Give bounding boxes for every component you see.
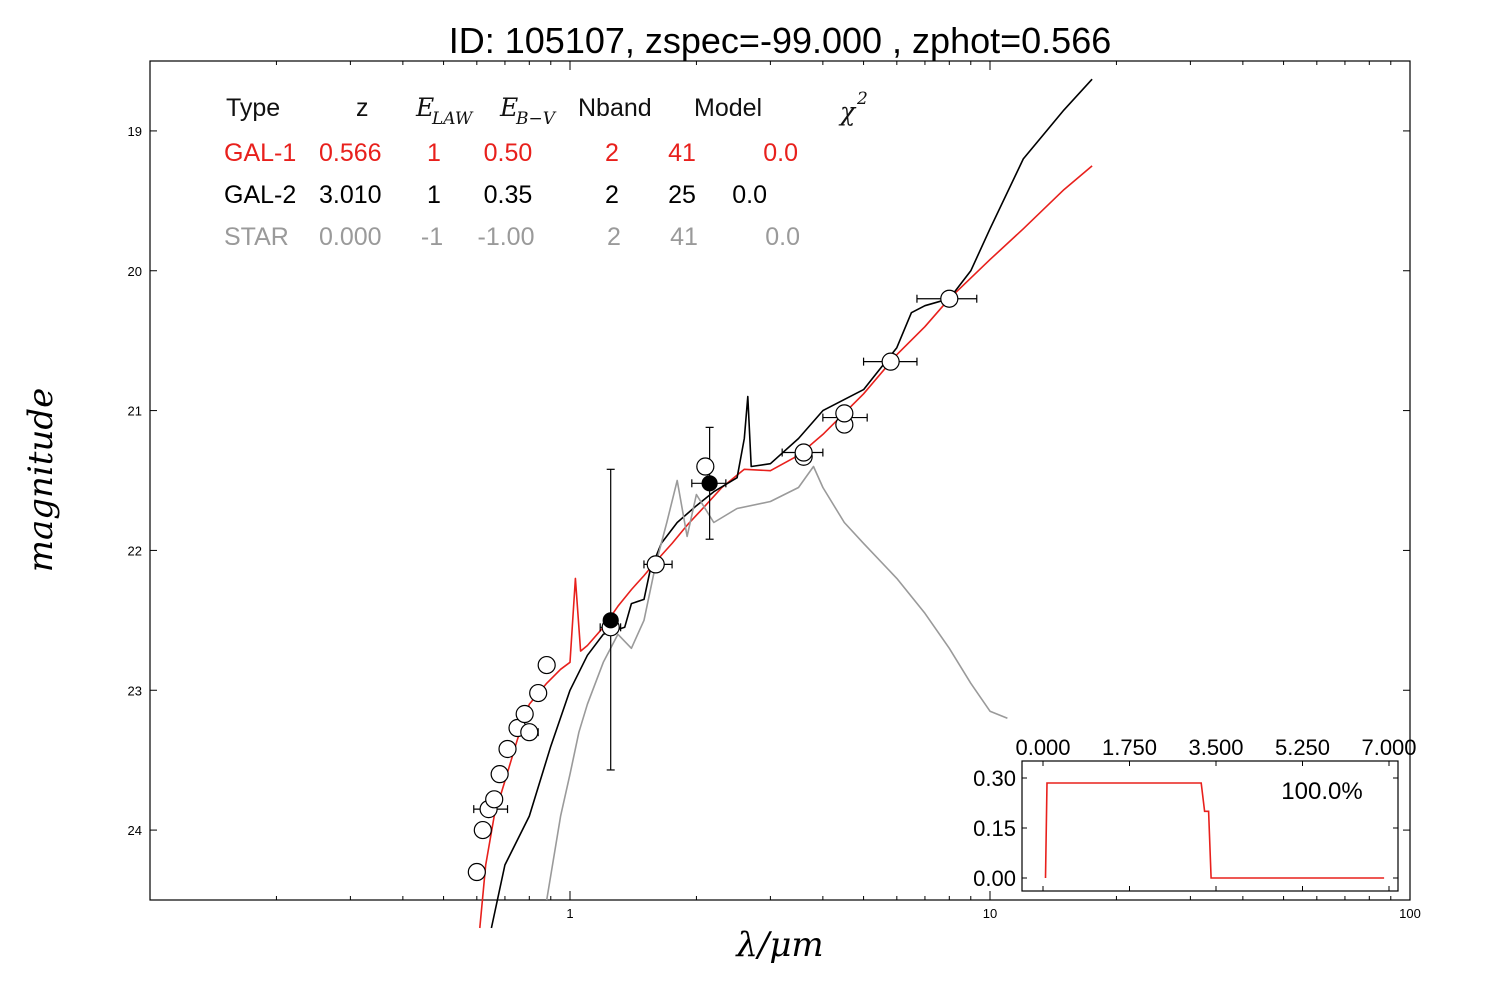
row-model: 25 <box>668 181 696 209</box>
row-ebv: 0.35 <box>484 181 533 209</box>
row-type: GAL-1 <box>224 139 296 167</box>
row-elaw: 1 <box>427 181 441 209</box>
inset-ticks: 0.000 1.750 3.500 5.250 7.000 0.30 0.15 0.00 <box>973 735 1417 891</box>
series-line-1 <box>490 78 1093 929</box>
x-tick-label: 100 <box>1399 906 1421 921</box>
photometry-point <box>515 704 534 724</box>
inset-pdf-line <box>1044 782 1385 879</box>
inset-y-tick-label: 0.30 <box>973 766 1016 791</box>
photometry-point <box>529 683 548 703</box>
photometry-point <box>537 655 556 675</box>
plot-frame <box>149 60 1411 901</box>
photometry-point <box>490 765 509 784</box>
inset-pdf-curve <box>1044 782 1385 879</box>
photometry-point <box>835 404 854 423</box>
y-axis-label: magnitude <box>21 388 61 573</box>
row-chi2: 0.0 <box>763 139 798 167</box>
row-ebv: -1.00 <box>478 223 535 251</box>
x-tick-label: 1 <box>566 906 573 921</box>
table-header-model: Model <box>694 94 762 122</box>
table-row-gal1: GAL-1 0.566 1 0.50 2 41 0.0 <box>224 139 798 167</box>
table-row-gal2: GAL-2 3.010 1 0.35 2 25 0.0 <box>224 181 767 209</box>
row-ebv: 0.50 <box>484 139 533 167</box>
fit-table: Type z E LAW E B−V Nband Model χ 2 GAL-1… <box>224 89 868 251</box>
row-nband: 2 <box>605 139 619 167</box>
row-z: 3.010 <box>319 181 382 209</box>
row-nband: 2 <box>607 223 621 251</box>
inset-y-tick-label: 0.00 <box>973 866 1016 891</box>
row-type: GAL-2 <box>224 181 296 209</box>
table-header-chi2: χ <box>838 97 857 126</box>
photometry-point <box>940 289 959 308</box>
row-model: 41 <box>668 139 696 167</box>
series-line-2 <box>545 465 1008 901</box>
photometry-point-filled <box>701 475 718 492</box>
redshift-pdf-inset: 0.000 1.750 3.500 5.250 7.000 0.30 0.15 0.00 10… <box>973 735 1417 892</box>
y-tick-label: 20 <box>128 264 142 279</box>
inset-y-tick-label: 0.15 <box>973 816 1016 841</box>
row-z: 0.566 <box>319 139 382 167</box>
table-header-type: Type <box>226 94 280 122</box>
photometry-points <box>467 289 959 882</box>
row-z: 0.000 <box>319 223 382 251</box>
photometry-point <box>473 820 492 840</box>
inset-x-tick-label: 7.000 <box>1361 735 1416 760</box>
row-nband: 2 <box>605 181 619 209</box>
x-tick-label: 10 <box>983 906 997 921</box>
photometry-point <box>467 862 486 882</box>
table-header-nband: Nband <box>578 94 652 122</box>
error-bars <box>473 294 978 814</box>
y-tick-label: 23 <box>128 683 142 698</box>
table-header-ebv-sub: B−V <box>515 109 557 129</box>
x-axis-ticks: 1 10 100 <box>275 61 1421 921</box>
table-header-ebv: E <box>499 93 518 122</box>
x-axis-label: λ/μm <box>734 925 823 965</box>
photometry-point <box>794 443 813 462</box>
y-tick-label: 19 <box>128 124 142 139</box>
y-tick-label: 22 <box>128 543 142 558</box>
photometry-point-filled <box>602 612 619 629</box>
row-elaw: -1 <box>421 223 443 251</box>
photometry-point <box>696 457 715 476</box>
table-header-elaw-sub: LAW <box>431 109 474 129</box>
table-header-z: z <box>356 94 369 122</box>
row-elaw: 1 <box>427 139 441 167</box>
photometry-point <box>881 352 900 371</box>
model-spectra <box>479 78 1093 929</box>
table-row-star: STAR 0.000 -1 -1.00 2 41 0.0 <box>224 223 800 251</box>
inset-x-tick-label: 5.250 <box>1275 735 1330 760</box>
inset-x-tick-label: 3.500 <box>1188 735 1243 760</box>
inset-probability-label: 100.0% <box>1281 778 1362 805</box>
photometry-point <box>498 739 517 759</box>
row-type: STAR <box>224 223 289 251</box>
inset-x-tick-label: 1.750 <box>1102 735 1157 760</box>
inset-x-tick-label: 0.000 <box>1015 735 1070 760</box>
photometry-point <box>646 555 665 574</box>
table-header-chi2-sup: 2 <box>856 89 868 109</box>
row-model: 41 <box>670 223 698 251</box>
row-chi2: 0.0 <box>732 181 767 209</box>
photometry-point <box>485 790 504 809</box>
series-line-0 <box>479 165 1093 929</box>
photometry-point <box>520 723 539 742</box>
y-tick-label: 21 <box>128 404 142 419</box>
row-chi2: 0.0 <box>765 223 800 251</box>
table-header-elaw: E <box>415 93 434 122</box>
chart-title: ID: 105107, zspec=-99.000 , zphot=0.566 <box>449 20 1111 61</box>
y-tick-label: 24 <box>128 823 142 838</box>
